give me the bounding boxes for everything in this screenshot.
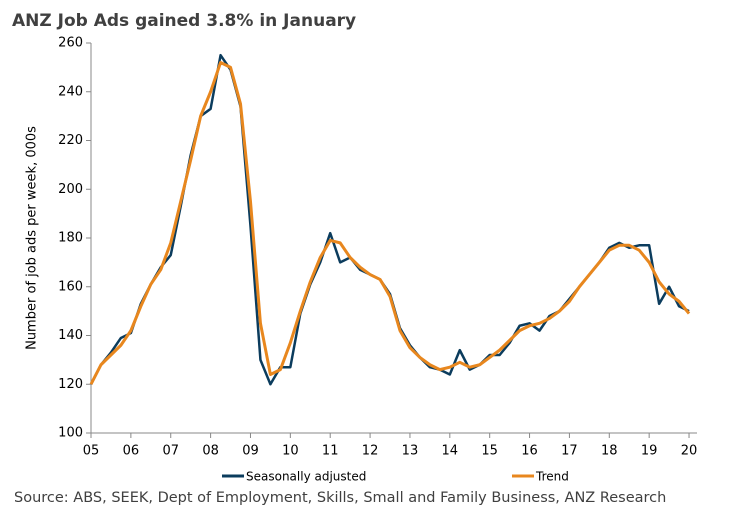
x-tick-label: 17 [561, 444, 578, 459]
x-tick-label: 14 [442, 444, 459, 459]
x-tick-label: 09 [242, 444, 259, 459]
x-tick-label: 19 [641, 444, 658, 459]
legend-label: Seasonally adjusted [246, 470, 366, 484]
x-tick-label: 20 [681, 444, 698, 459]
x-tick-label: 18 [601, 444, 618, 459]
y-tick-label: 240 [58, 84, 83, 99]
y-tick-label: 200 [58, 182, 83, 197]
y-tick-label: 220 [58, 133, 83, 148]
y-axis-label: Number of job ads per week, 000s [25, 126, 40, 350]
x-tick-label: 12 [362, 444, 379, 459]
x-tick-label: 11 [322, 444, 339, 459]
x-tick-label: 06 [123, 444, 140, 459]
y-tick-label: 100 [58, 426, 83, 441]
legend-label: Trend [535, 470, 569, 484]
x-tick-label: 13 [402, 444, 419, 459]
y-tick-label: 160 [58, 279, 83, 294]
y-tick-label: 140 [58, 328, 83, 343]
x-tick-label: 05 [83, 444, 100, 459]
x-tick-label: 08 [202, 444, 219, 459]
x-tick-label: 15 [481, 444, 498, 459]
y-tick-label: 180 [58, 231, 83, 246]
x-tick-label: 07 [162, 444, 179, 459]
y-tick-label: 120 [58, 377, 83, 392]
chart-title: ANZ Job Ads gained 3.8% in January [12, 11, 356, 31]
x-tick-label: 10 [282, 444, 299, 459]
source: Source: ABS, SEEK, Dept of Employment, S… [14, 490, 666, 506]
series-line [89, 53, 690, 386]
series-line [89, 61, 691, 385]
x-tick-label: 16 [521, 444, 538, 459]
y-tick-label: 260 [58, 36, 83, 51]
